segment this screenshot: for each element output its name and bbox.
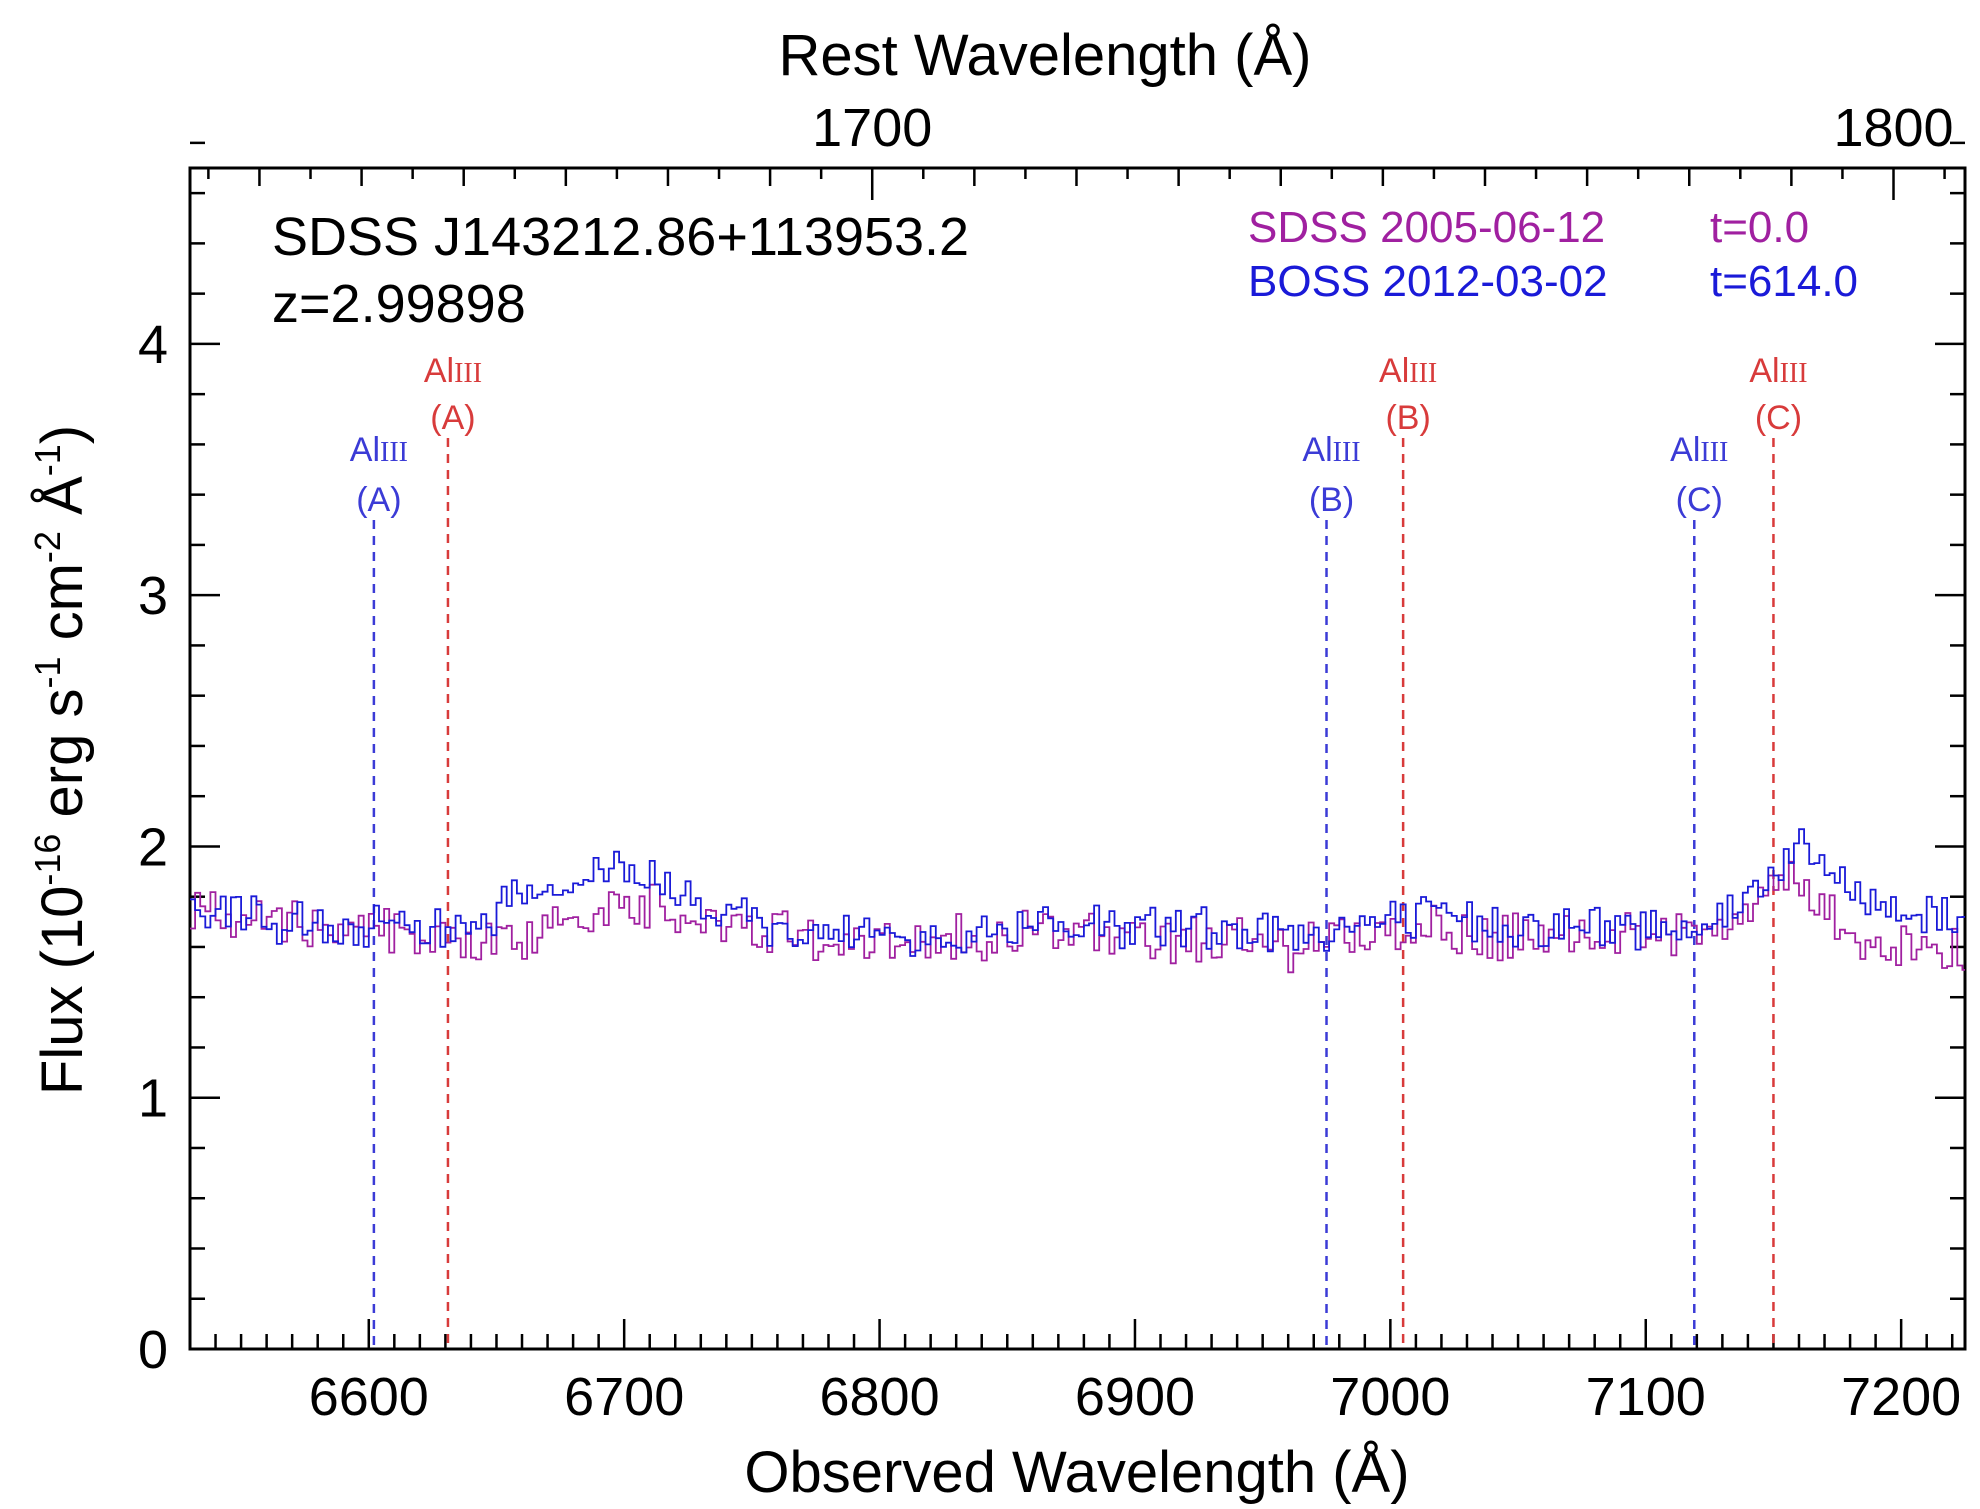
marker-ion: III xyxy=(454,358,482,389)
legend: SDSS 2005-06-12 t=0.0 BOSS 2012-03-02 t=… xyxy=(1248,203,1858,306)
legend-epoch: t=0.0 xyxy=(1710,203,1809,252)
y-tick-label: 1 xyxy=(138,1069,168,1129)
marker-component-label: (B) xyxy=(1309,481,1354,519)
legend-survey: BOSS xyxy=(1248,257,1370,306)
x-tick-label: 6900 xyxy=(1075,1367,1195,1427)
y-axis-title: Flux (10-16 erg s-1 cm-2 Å-1) xyxy=(27,425,95,1095)
x-tick-label: 6600 xyxy=(309,1367,429,1427)
line-markers: AlIII(A)AlIII(A)AlIII(B)AlIII(B)AlIII(C)… xyxy=(350,352,1808,1349)
marker-component-label: (B) xyxy=(1385,399,1430,437)
x-axis-title: Observed Wavelength (Å) xyxy=(744,1440,1409,1505)
marker-ion: III xyxy=(1700,437,1728,468)
redshift-label: z=2.99898 xyxy=(272,274,526,334)
marker-ion: III xyxy=(1409,358,1437,389)
marker-ion: III xyxy=(380,437,408,468)
legend-survey: SDSS xyxy=(1248,203,1368,252)
x-tick-label: 7100 xyxy=(1586,1367,1706,1427)
top-tick-label: 1700 xyxy=(812,98,932,158)
marker-element: Al xyxy=(350,431,380,469)
plot-frame xyxy=(188,166,1967,1351)
marker-ion-label: AlIII xyxy=(1379,352,1437,390)
y-tick-label: 4 xyxy=(138,315,168,375)
x-tick-label: 6700 xyxy=(564,1367,684,1427)
legend-epoch: t=614.0 xyxy=(1710,257,1858,306)
marker-component-label: (C) xyxy=(1676,481,1723,519)
tick-labels: 6600 6700 6800 6900 7000 7100 7200 1700 1800 0 1 2 3… xyxy=(138,98,1961,1427)
marker-ion: III xyxy=(1333,437,1361,468)
y-tick-label: 0 xyxy=(138,1320,168,1380)
legend-date: 2005-06-12 xyxy=(1380,203,1605,252)
legend-entry-boss: BOSS 2012-03-02 t=614.0 xyxy=(1248,257,1858,306)
marker-component-label: (A) xyxy=(430,399,475,437)
marker-ion-label: AlIII xyxy=(1749,352,1807,390)
marker-ion-label: AlIII xyxy=(1670,431,1728,469)
y-tick-label: 2 xyxy=(138,817,168,877)
marker-ion: III xyxy=(1780,358,1808,389)
series-boss xyxy=(190,828,1965,957)
x-tick-label: 7200 xyxy=(1841,1367,1961,1427)
marker-ion-label: AlIII xyxy=(350,431,408,469)
object-name: SDSS J143212.86+113953.2 xyxy=(272,207,969,267)
top-tick-label: 1800 xyxy=(1833,98,1953,158)
marker-ion-label: AlIII xyxy=(424,352,482,390)
top-axis-title: Rest Wavelength (Å) xyxy=(779,23,1312,88)
x-tick-label: 7000 xyxy=(1330,1367,1450,1427)
y-tick-label: 3 xyxy=(138,566,168,626)
marker-element: Al xyxy=(1302,431,1332,469)
tick-marks xyxy=(188,141,1965,1351)
legend-date: 2012-03-02 xyxy=(1383,257,1608,306)
marker-ion-label: AlIII xyxy=(1302,431,1360,469)
marker-element: Al xyxy=(1749,352,1779,390)
legend-entry-sdss: SDSS 2005-06-12 t=0.0 xyxy=(1248,203,1809,252)
x-tick-label: 6800 xyxy=(819,1367,939,1427)
marker-component-label: (C) xyxy=(1755,399,1802,437)
spectrum-series xyxy=(190,828,1965,974)
marker-element: Al xyxy=(1670,431,1700,469)
marker-element: Al xyxy=(424,352,454,390)
marker-component-label: (A) xyxy=(356,481,401,519)
marker-element: Al xyxy=(1379,352,1409,390)
